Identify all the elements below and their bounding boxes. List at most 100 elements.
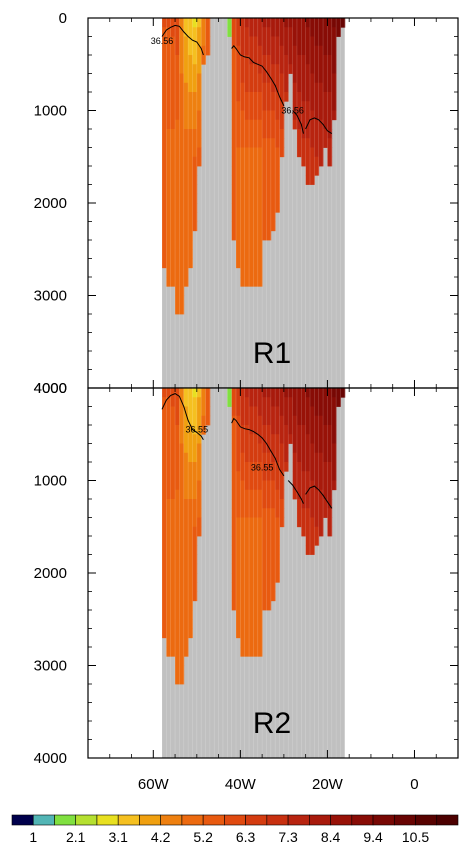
contour-line bbox=[231, 417, 285, 477]
data-cell bbox=[266, 156, 272, 167]
data-cell bbox=[266, 73, 272, 84]
data-cell bbox=[292, 27, 298, 37]
data-cell bbox=[240, 425, 246, 435]
data-cell bbox=[249, 156, 254, 167]
data-cell bbox=[244, 240, 250, 250]
data-cell bbox=[188, 212, 193, 222]
data-cell bbox=[205, 18, 211, 28]
data-cell bbox=[240, 92, 246, 102]
data-cell bbox=[257, 82, 263, 93]
data-cell bbox=[257, 637, 263, 648]
data-cell bbox=[275, 517, 280, 528]
data-cell bbox=[162, 212, 167, 222]
data-cell bbox=[175, 230, 180, 241]
data-cell bbox=[162, 434, 167, 444]
data-cell bbox=[179, 452, 185, 463]
data-cell bbox=[314, 45, 320, 56]
data-cell bbox=[270, 415, 276, 426]
colorbar-swatch bbox=[372, 814, 395, 826]
data-cell bbox=[192, 554, 198, 565]
data-cell bbox=[188, 452, 193, 463]
data-cell bbox=[188, 45, 193, 56]
data-cell bbox=[227, 388, 233, 398]
data-cell bbox=[244, 221, 250, 232]
data-cell bbox=[262, 517, 267, 528]
data-cell bbox=[253, 591, 259, 602]
colorbar-label: 1 bbox=[29, 829, 37, 845]
data-cell bbox=[175, 563, 180, 574]
data-cell bbox=[188, 406, 193, 417]
data-cell bbox=[183, 452, 189, 463]
data-cell bbox=[192, 526, 198, 537]
data-cell bbox=[292, 101, 298, 111]
data-cell bbox=[183, 499, 189, 509]
data-cell bbox=[266, 434, 272, 444]
data-cell bbox=[240, 230, 246, 241]
data-cell bbox=[196, 425, 202, 435]
data-cell bbox=[318, 73, 324, 84]
data-cell bbox=[192, 499, 198, 509]
data-cell bbox=[296, 489, 302, 500]
data-cell bbox=[249, 388, 254, 398]
data-cell bbox=[244, 27, 250, 37]
data-cell bbox=[310, 18, 315, 28]
data-cell bbox=[240, 18, 246, 28]
data-cell bbox=[310, 526, 315, 537]
data-cell bbox=[175, 600, 180, 611]
data-cell bbox=[170, 647, 176, 657]
data-cell bbox=[310, 166, 315, 176]
data-cell bbox=[270, 573, 276, 583]
data-cell bbox=[318, 526, 324, 537]
data-cell bbox=[253, 582, 259, 592]
data-cell bbox=[162, 203, 167, 213]
data-cell bbox=[166, 147, 172, 158]
data-cell bbox=[236, 64, 241, 74]
data-cell bbox=[327, 462, 333, 472]
data-cell bbox=[244, 517, 250, 528]
data-cell bbox=[175, 517, 180, 528]
data-cell bbox=[162, 18, 167, 28]
data-cell bbox=[179, 119, 185, 130]
data-cell bbox=[201, 18, 206, 28]
data-cell bbox=[170, 443, 176, 454]
data-cell bbox=[231, 388, 237, 398]
data-cell bbox=[244, 249, 250, 259]
data-cell bbox=[166, 82, 172, 93]
data-cell bbox=[310, 443, 315, 454]
data-cell bbox=[257, 119, 263, 130]
data-cell bbox=[170, 221, 176, 232]
data-cell bbox=[175, 36, 180, 47]
colorbar: 1 2.1 3.1 4.2 5.2 6.3 7.3 8.4 9.4 10.5 bbox=[11, 814, 459, 845]
data-cell bbox=[170, 73, 176, 84]
data-cell bbox=[301, 73, 307, 84]
data-cell bbox=[162, 55, 167, 65]
data-cell bbox=[262, 563, 267, 574]
data-cell bbox=[236, 147, 241, 158]
data-cell bbox=[262, 147, 267, 158]
data-cell bbox=[331, 27, 337, 37]
data-cell bbox=[179, 212, 185, 222]
data-cell bbox=[175, 656, 180, 666]
data-cell bbox=[249, 526, 254, 537]
data-cell bbox=[179, 526, 185, 537]
data-cell bbox=[305, 443, 311, 454]
data-cell bbox=[188, 563, 193, 574]
data-cell bbox=[183, 230, 189, 241]
data-cell bbox=[162, 193, 167, 204]
data-cell bbox=[240, 554, 246, 565]
data-cell bbox=[236, 563, 241, 574]
data-cell bbox=[266, 45, 272, 56]
data-cell bbox=[162, 508, 167, 518]
data-cell bbox=[188, 610, 193, 620]
data-cell bbox=[240, 119, 246, 130]
data-cell bbox=[292, 45, 298, 56]
data-cell bbox=[166, 212, 172, 222]
data-cell bbox=[170, 45, 176, 56]
data-cell bbox=[192, 193, 198, 204]
data-cell bbox=[253, 156, 259, 167]
data-cell bbox=[231, 203, 237, 213]
x-tick-label: 0 bbox=[410, 776, 418, 793]
data-cell bbox=[249, 434, 254, 444]
data-cell bbox=[179, 582, 185, 592]
